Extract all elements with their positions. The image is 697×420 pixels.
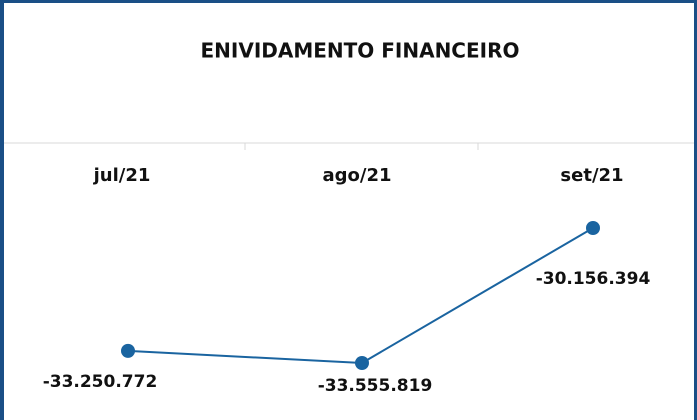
- frame-left-accent: [0, 0, 4, 420]
- point: [586, 221, 600, 235]
- line: [127, 227, 594, 365]
- point: [355, 356, 369, 370]
- value-label: -30.156.394: [536, 269, 651, 289]
- chart-title: ENIVIDAMENTO FINANCEIRO: [201, 39, 520, 63]
- x-category-label: set/21: [560, 165, 623, 186]
- x-category-label: jul/21: [93, 165, 151, 186]
- point: [121, 343, 135, 358]
- value-label: -33.250.772: [43, 372, 158, 392]
- x-category-label: ago/21: [322, 165, 391, 186]
- value-label: -33.555.819: [318, 376, 433, 396]
